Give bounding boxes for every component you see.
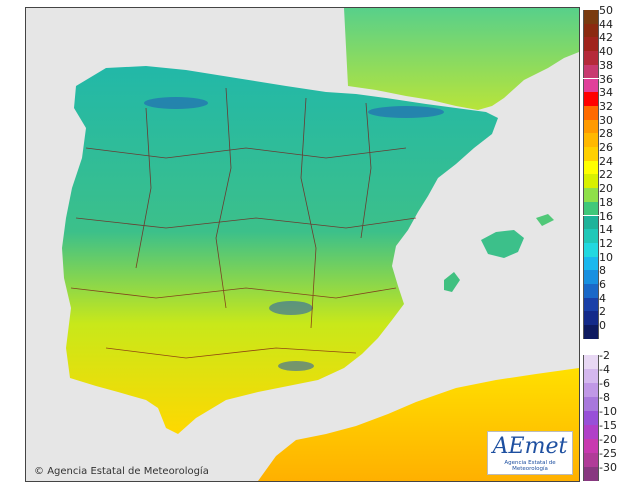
ibiza-island [444, 272, 460, 292]
legend-label: 12 [599, 236, 613, 250]
legend-swatch [583, 188, 599, 202]
legend-swatch [583, 229, 599, 243]
legend-swatch [583, 354, 599, 369]
legend-swatch [583, 396, 599, 411]
province-borders [70, 87, 417, 359]
legend-swatch [583, 325, 599, 339]
legend-swatch [583, 37, 599, 52]
legend-swatch [583, 311, 599, 326]
aemet-logo-word: AEmet [492, 434, 568, 459]
legend-swatch [583, 382, 599, 397]
aemet-logo: AEmet Agencia Estatal de Meteorología [487, 431, 573, 475]
legend-label: -15 [599, 418, 617, 432]
legend-label: -8 [599, 390, 610, 404]
legend-swatch [583, 410, 599, 425]
legend-swatch [583, 438, 599, 453]
mallorca-island [481, 230, 524, 258]
legend-label: -10 [599, 404, 617, 418]
menorca-island [536, 214, 554, 226]
legend-swatch [583, 368, 599, 383]
legend-swatch [583, 466, 599, 481]
temperature-map: © Agencia Estatal de Meteorología AEmet … [25, 7, 580, 482]
legend-label: -2 [599, 348, 610, 362]
legend-label: 2 [599, 305, 606, 319]
legend-swatch [583, 297, 599, 312]
map-canvas [62, 8, 579, 481]
legend-label: -20 [599, 432, 617, 446]
legend-swatch [583, 215, 599, 230]
legend-swatch [583, 242, 599, 257]
legend-label: 18 [599, 195, 613, 209]
legend-label: -6 [599, 376, 610, 390]
legend-label: 40 [599, 45, 613, 59]
legend-label: 50 [599, 4, 613, 17]
legend-label: 16 [599, 209, 613, 223]
legend-swatch [583, 64, 599, 79]
legend-swatch [583, 51, 599, 65]
legend-label: 14 [599, 223, 613, 237]
legend-swatch [583, 452, 599, 467]
legend-swatch [583, 10, 599, 24]
legend-swatch [583, 424, 599, 439]
legend-swatch [583, 284, 599, 298]
legend-label: 6 [599, 278, 606, 291]
legend-swatch [583, 92, 599, 106]
temperature-legend: 50 44 42 40 38 36 34 32 30 28 26 24 22 20 18 16 14 12 10 8 6… [583, 5, 630, 482]
legend-label: 30 [599, 113, 613, 127]
legend-label: 10 [599, 250, 613, 264]
iberian-peninsula [62, 66, 498, 434]
legend-swatch [583, 160, 599, 175]
copyright-notice: © Agencia Estatal de Meteorología [34, 466, 209, 477]
mountain-highlights [144, 97, 444, 371]
legend-swatch [583, 133, 599, 147]
legend-swatch [583, 105, 599, 120]
legend-label: -25 [599, 446, 617, 460]
legend-label: 38 [599, 58, 613, 72]
legend-label: 32 [599, 99, 613, 113]
legend-label: -4 [599, 362, 610, 376]
legend-swatch [583, 78, 599, 93]
legend-label: 24 [599, 154, 613, 168]
legend-label: 28 [599, 127, 613, 141]
legend-label: 8 [599, 264, 606, 278]
legend-label: 22 [599, 168, 613, 182]
legend-swatch [583, 147, 599, 161]
legend-swatch [583, 270, 599, 284]
aemet-logo-subtitle: Agencia Estatal de Meteorología [504, 460, 556, 472]
legend-label: 0 [599, 319, 606, 333]
legend-label: 26 [599, 141, 613, 154]
legend-label: -30 [599, 460, 617, 474]
legend-swatch [583, 174, 599, 189]
france-landmass [344, 8, 579, 110]
legend-swatch [583, 201, 599, 216]
legend-label: 44 [599, 17, 613, 31]
copyright-text: Agencia Estatal de Meteorología [47, 466, 209, 477]
legend-swatch [583, 256, 599, 271]
legend-swatch [583, 119, 599, 134]
legend-label: 4 [599, 291, 606, 305]
legend-label: 36 [599, 72, 613, 86]
copyright-icon: © [34, 466, 44, 477]
legend-swatch [583, 23, 599, 38]
legend-label: 20 [599, 182, 613, 196]
legend-label: 42 [599, 31, 613, 45]
legend-label: 34 [599, 86, 613, 100]
